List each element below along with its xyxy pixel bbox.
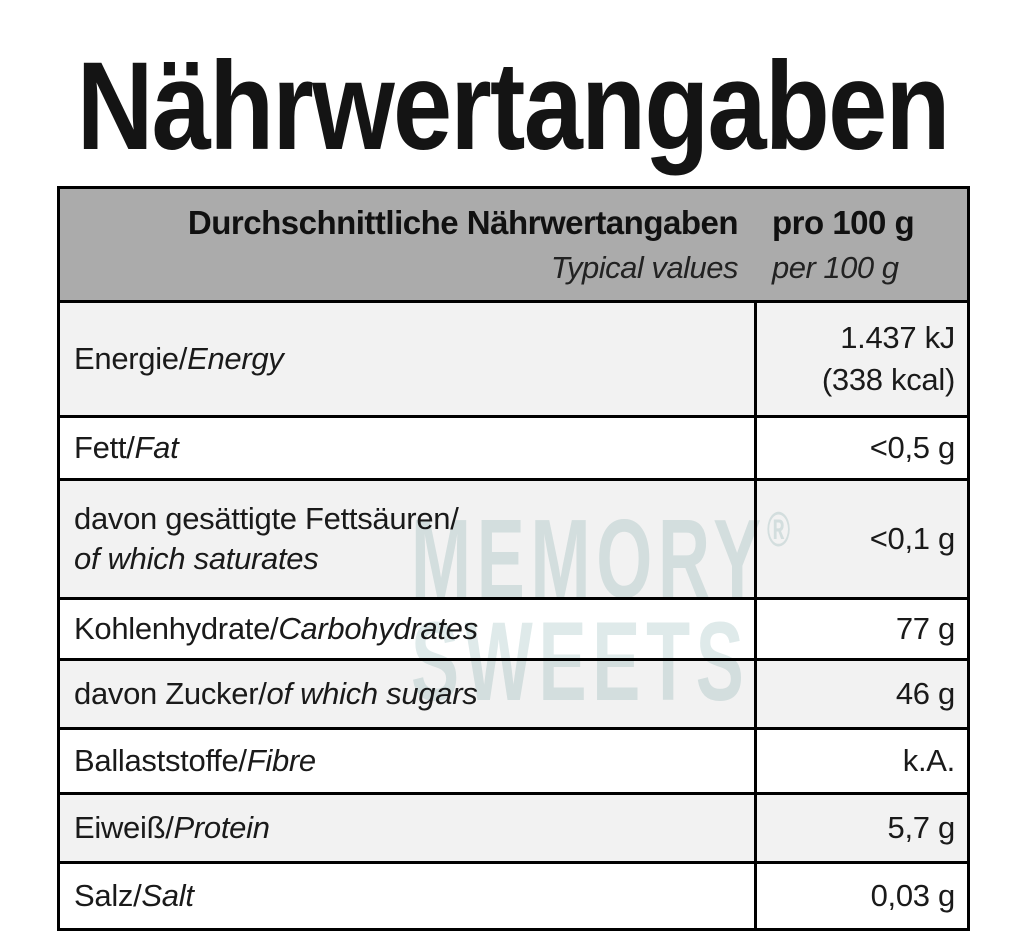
label-german: davon gesättigte Fettsäuren/ (74, 501, 459, 536)
value-line-2: (338 kcal) (821, 362, 955, 397)
row-value: 1.437 kJ (338 kcal) (754, 303, 967, 415)
header-left-cell: Durchschnittliche Nährwertangaben Typica… (60, 190, 754, 300)
label-german: davon Zucker/ (74, 676, 267, 711)
label-english: Protein (173, 810, 270, 845)
table-row-fibre: Ballaststoffe/Fibre k.A. (60, 727, 967, 792)
row-label: Eiweiß/Protein (60, 795, 754, 861)
table-row-energy: Energie/Energy 1.437 kJ (338 kcal) (60, 300, 967, 415)
row-label: Salz/Salt (60, 864, 754, 928)
row-label: Ballaststoffe/Fibre (60, 730, 754, 792)
label-english: Fat (134, 430, 179, 465)
header-title-de: Durchschnittliche Nährwertangaben (187, 203, 739, 241)
label-english: of which sugars (266, 676, 478, 711)
row-value: <0,1 g (754, 481, 967, 597)
label-german: Kohlenhydrate/ (74, 611, 279, 646)
row-label: Kohlenhydrate/Carbohydrates (60, 600, 754, 658)
page-title: Nährwertangaben (76, 37, 951, 176)
row-label: davon Zucker/of which sugars (60, 661, 754, 727)
row-value: 77 g (754, 600, 967, 658)
label-german: Salz/ (74, 878, 142, 913)
label-english: Salt (141, 878, 194, 913)
label-english: Carbohydrates (278, 611, 478, 646)
table-header-row: Durchschnittliche Nährwertangaben Typica… (60, 189, 967, 300)
label-german: Energie/ (74, 341, 188, 376)
label-english: of which saturates (74, 541, 319, 576)
table-row-fat: Fett/Fat <0,5 g (60, 415, 967, 478)
row-value: 0,03 g (754, 864, 967, 928)
table-row-salt: Salz/Salt 0,03 g (60, 861, 967, 928)
row-label: Energie/Energy (60, 303, 754, 415)
table-row-carbohydrates: Kohlenhydrate/Carbohydrates 77 g (60, 597, 967, 658)
label-german: Fett/ (74, 430, 135, 465)
row-label: davon gesättigte Fettsäuren/of which sat… (60, 481, 754, 597)
row-value: k.A. (754, 730, 967, 792)
value-line-1: 1.437 kJ (840, 320, 955, 355)
label-english: Fibre (246, 743, 316, 778)
row-value: <0,5 g (754, 418, 967, 478)
table-row-protein: Eiweiß/Protein 5,7 g (60, 792, 967, 861)
row-value: 46 g (754, 661, 967, 727)
label-english: Energy (187, 341, 284, 376)
row-value: 5,7 g (754, 795, 967, 861)
header-unit-cell: pro 100 g per 100 g (754, 190, 967, 300)
nutrition-table: Durchschnittliche Nährwertangaben Typica… (57, 186, 970, 931)
header-unit-en: per 100 g (772, 249, 899, 285)
row-label: Fett/Fat (60, 418, 754, 478)
table-row-saturates: davon gesättigte Fettsäuren/of which sat… (60, 478, 967, 597)
label-german: Ballaststoffe/ (74, 743, 247, 778)
label-german: Eiweiß/ (74, 810, 174, 845)
table-row-sugars: davon Zucker/of which sugars 46 g (60, 658, 967, 727)
header-title-en: Typical values (550, 249, 739, 285)
header-unit-de: pro 100 g (772, 203, 915, 241)
